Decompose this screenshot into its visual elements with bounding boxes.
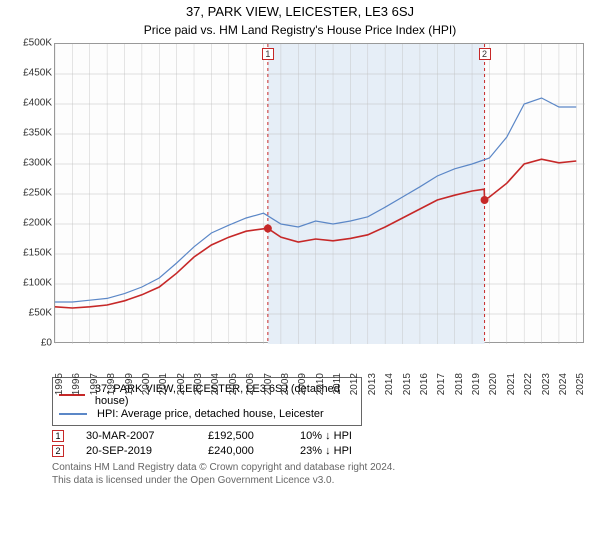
transaction-index: 2 <box>52 445 64 457</box>
transaction-price: £240,000 <box>208 445 278 457</box>
legend-label: HPI: Average price, detached house, Leic… <box>97 408 324 420</box>
x-tick-label: 1997 <box>89 373 100 395</box>
transaction-date: 30-MAR-2007 <box>86 430 186 442</box>
x-tick-label: 2008 <box>280 373 291 395</box>
x-tick-label: 2013 <box>367 373 378 395</box>
chart-subtitle: Price paid vs. HM Land Registry's House … <box>0 19 600 43</box>
y-tick-label: £250K <box>23 188 52 199</box>
y-tick-label: £300K <box>23 158 52 169</box>
x-tick-label: 2025 <box>575 373 586 395</box>
x-tick-label: 2005 <box>228 373 239 395</box>
chart-svg <box>55 44 585 344</box>
x-tick-label: 2014 <box>384 373 395 395</box>
x-tick-label: 2018 <box>454 373 465 395</box>
legend-item: 37, PARK VIEW, LEICESTER, LE3 6SJ (detac… <box>59 383 355 407</box>
footer-attribution: Contains HM Land Registry data © Crown c… <box>52 461 586 487</box>
y-tick-label: £350K <box>23 128 52 139</box>
x-tick-label: 2004 <box>210 373 221 395</box>
transaction-index: 1 <box>52 430 64 442</box>
legend-swatch <box>59 413 87 415</box>
x-tick-label: 2017 <box>436 373 447 395</box>
x-tick-label: 2011 <box>332 373 343 395</box>
transaction-price: £192,500 <box>208 430 278 442</box>
footer-line-1: Contains HM Land Registry data © Crown c… <box>52 461 586 474</box>
x-tick-label: 1996 <box>71 373 82 395</box>
x-tick-label: 2003 <box>193 373 204 395</box>
vline-marker: 2 <box>479 48 491 60</box>
x-tick-label: 1995 <box>54 373 65 395</box>
y-tick-label: £400K <box>23 98 52 109</box>
y-axis-labels: £0£50K£100K£150K£200K£250K£300K£350K£400… <box>10 43 54 343</box>
y-tick-label: £50K <box>29 308 52 319</box>
x-tick-label: 2006 <box>245 373 256 395</box>
x-tick-label: 2022 <box>523 373 534 395</box>
y-tick-label: £450K <box>23 68 52 79</box>
transaction-date: 20-SEP-2019 <box>86 445 186 457</box>
x-axis-labels: 1995199619971998199920002001200220032004… <box>54 345 584 373</box>
transactions-table: 1 30-MAR-2007 £192,500 10% ↓ HPI 2 20-SEP-201… <box>52 430 586 457</box>
transaction-diff: 23% ↓ HPI <box>300 445 390 457</box>
x-tick-label: 2020 <box>488 373 499 395</box>
x-tick-label: 2000 <box>141 373 152 395</box>
plot-region: 12 <box>54 43 584 343</box>
footer-line-2: This data is licensed under the Open Gov… <box>52 474 586 487</box>
legend-item: HPI: Average price, detached house, Leic… <box>59 408 355 420</box>
y-tick-label: £500K <box>23 38 52 49</box>
y-tick-label: £0 <box>41 338 52 349</box>
chart-area: £0 £50K £100K £150K £200K £250K £300K £350K £400… <box>10 43 590 373</box>
y-tick-label: £100K <box>23 278 52 289</box>
x-tick-label: 2023 <box>541 373 552 395</box>
transaction-row: 1 30-MAR-2007 £192,500 10% ↓ HPI <box>52 430 586 442</box>
x-tick-label: 2021 <box>506 373 517 395</box>
x-tick-label: 1999 <box>124 373 135 395</box>
vline-marker: 1 <box>262 48 274 60</box>
y-tick-label: £200K <box>23 218 52 229</box>
x-tick-label: 2009 <box>297 373 308 395</box>
x-tick-label: 2012 <box>349 373 360 395</box>
x-tick-label: 2024 <box>558 373 569 395</box>
x-tick-label: 2019 <box>471 373 482 395</box>
x-tick-label: 2001 <box>158 373 169 395</box>
y-tick-label: £150K <box>23 248 52 259</box>
transaction-diff: 10% ↓ HPI <box>300 430 390 442</box>
transaction-row: 2 20-SEP-2019 £240,000 23% ↓ HPI <box>52 445 586 457</box>
x-tick-label: 2007 <box>263 373 274 395</box>
chart-title: 37, PARK VIEW, LEICESTER, LE3 6SJ <box>0 0 600 19</box>
x-tick-label: 2010 <box>315 373 326 395</box>
x-tick-label: 2015 <box>402 373 413 395</box>
x-tick-label: 2016 <box>419 373 430 395</box>
x-tick-label: 1998 <box>106 373 117 395</box>
x-tick-label: 2002 <box>176 373 187 395</box>
